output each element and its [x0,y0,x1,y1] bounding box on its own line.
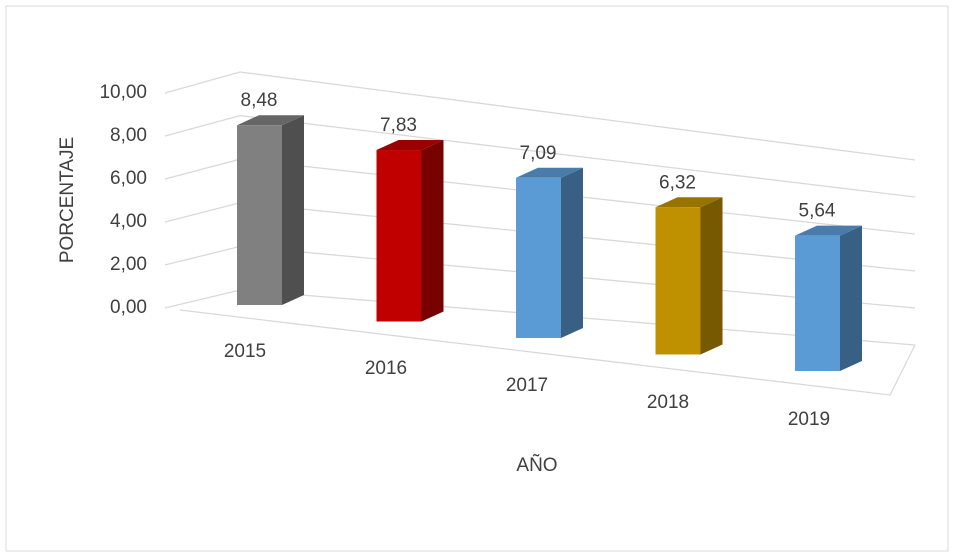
bar-side [421,140,444,322]
bar-top [516,167,583,178]
x-tick-label: 2017 [506,375,548,396]
data-label: 7,09 [520,143,557,164]
y-tick-label: 6,00 [110,168,147,189]
bar-side [282,115,304,305]
bar [795,235,840,371]
data-label: 8,48 [241,90,278,111]
floor-edge [179,309,916,396]
x-tick-label: 2018 [647,392,689,413]
x-axis-label: AÑO [516,454,557,476]
bar [655,207,701,355]
bar-top [376,140,444,151]
bar-side [561,167,583,338]
grid-line [164,71,916,161]
y-tick-label: 0,00 [110,297,147,318]
x-tick-label: 2015 [224,341,266,362]
x-tick-label: 2019 [788,409,830,430]
bar [376,150,422,322]
data-label: 7,83 [380,115,417,136]
bar [237,125,282,305]
y-tick-label: 8,00 [110,125,147,146]
bar-top [237,115,304,126]
bar-side [700,197,723,355]
data-label: 6,32 [659,172,696,193]
bar-top [655,197,723,208]
chart-border [5,5,949,552]
y-tick-label: 2,00 [110,254,147,275]
y-axis-label: PORCENTAJE [57,137,78,263]
bar-side [840,225,862,371]
grid-line [164,114,916,198]
bar [516,177,561,338]
y-tick-label: 10,00 [99,82,147,103]
x-tick-label: 2016 [365,358,407,379]
y-tick-label: 4,00 [110,211,147,232]
data-label: 5,64 [799,201,836,222]
bar-top [795,225,862,236]
